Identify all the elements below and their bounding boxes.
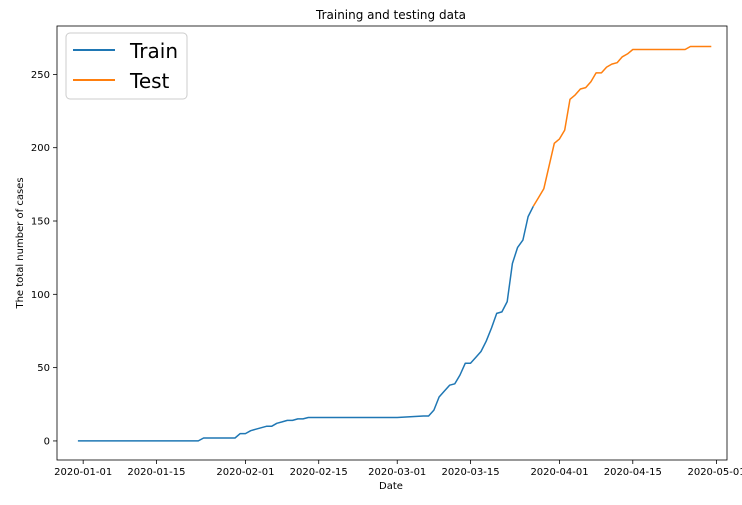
- series-line-train: [77, 205, 534, 442]
- chart-title: Training and testing data: [315, 8, 466, 22]
- x-tick-label: 2020-01-01: [54, 467, 112, 478]
- y-tick-label: 150: [31, 217, 50, 228]
- x-axis-label: Date: [379, 481, 403, 492]
- y-tick-label: 0: [44, 436, 50, 447]
- legend-train-label: Train: [129, 39, 178, 63]
- x-tick-label: 2020-02-01: [216, 467, 274, 478]
- y-axis-label: The total number of cases: [15, 177, 26, 309]
- x-tick-label: 2020-03-15: [441, 467, 499, 478]
- y-tick-label: 200: [31, 143, 50, 154]
- x-tick-label: 2020-04-15: [604, 467, 662, 478]
- plot-frame: [56, 25, 728, 461]
- y-tick-label: 250: [31, 70, 50, 81]
- series-layer: [77, 45, 712, 442]
- y-tick-label: 100: [31, 290, 50, 301]
- y-tick-label: 50: [37, 363, 50, 374]
- x-tick-label: 2020-02-15: [290, 467, 348, 478]
- x-tick-label: 2020-04-01: [530, 467, 588, 478]
- x-tick-label: 2020-05-01: [687, 467, 742, 478]
- series-line-test: [532, 45, 712, 207]
- ticks-layer: 2020-01-01 2020-01-15 2020-02-01 2020-02-15…: [31, 70, 742, 478]
- x-tick-label: 2020-01-15: [127, 467, 185, 478]
- legend: Train Test: [65, 32, 188, 100]
- legend-test-label: Test: [129, 69, 170, 93]
- x-tick-label: 2020-03-01: [368, 467, 426, 478]
